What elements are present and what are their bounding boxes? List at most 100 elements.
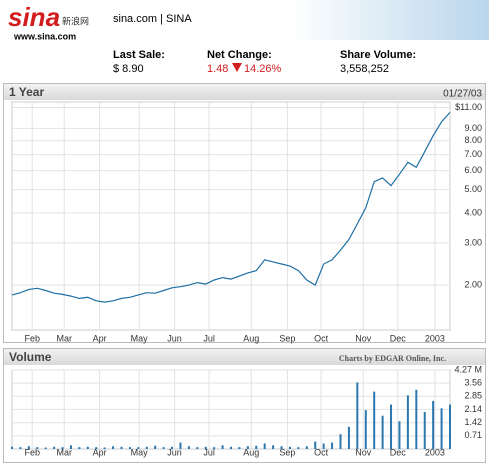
panel-header — [4, 349, 485, 365]
x-tick-label: Mar — [56, 447, 72, 457]
x-tick-label: May — [131, 333, 149, 343]
chart-date: 01/27/03 — [443, 89, 482, 100]
y-tick-label: 2.00 — [464, 279, 482, 289]
volume-bar — [112, 446, 115, 449]
volume-bar — [61, 447, 64, 449]
x-tick-label: Dec — [390, 333, 407, 343]
logo-cn: 新浪网 — [62, 15, 89, 26]
volume-bar — [86, 446, 89, 449]
x-tick-label: Jul — [203, 333, 215, 343]
x-tick-label: Feb — [24, 333, 40, 343]
volume-bar — [179, 442, 182, 449]
x-tick-label: 2003 — [425, 447, 445, 457]
volume-bar — [78, 447, 81, 449]
y-tick-label: $11.00 — [455, 102, 482, 112]
volume-bar — [19, 447, 22, 449]
x-tick-label: Feb — [24, 447, 40, 457]
volume-bar — [398, 421, 401, 449]
y-tick-label: 3.56 — [464, 378, 482, 388]
volume-bar — [263, 443, 266, 449]
volume-bar — [53, 446, 56, 449]
panel-title: 1 Year — [9, 85, 44, 99]
volume-bar — [95, 447, 98, 449]
x-tick-label: Oct — [314, 333, 329, 343]
volume-bar — [272, 445, 275, 449]
x-tick-label: Apr — [93, 447, 107, 457]
volume-bar — [364, 410, 367, 449]
volume-bar — [288, 446, 291, 449]
y-tick-label: 2.85 — [464, 391, 482, 401]
x-tick-label: Nov — [355, 447, 372, 457]
credit: Charts by EDGAR Online, Inc. — [339, 354, 446, 363]
stat-label: Share Volume: — [340, 49, 416, 61]
volume-bar — [423, 411, 426, 449]
stat-value: 3,558,252 — [340, 63, 389, 75]
stat-label: Last Sale: — [113, 49, 165, 61]
volume-bar — [162, 447, 165, 449]
y-tick-label: 4.00 — [464, 207, 482, 217]
panel-header — [4, 84, 485, 100]
volume-bar — [432, 400, 435, 449]
volume-bar — [137, 447, 140, 449]
stat-value: 1.48 — [207, 63, 228, 75]
volume-bar — [230, 446, 232, 449]
volume-bar — [339, 434, 342, 449]
volume-panel — [3, 348, 486, 463]
volume-bar — [390, 404, 393, 449]
volume-bar — [187, 446, 190, 449]
volume-bar — [128, 447, 131, 449]
volume-bar — [314, 441, 317, 449]
volume-bar — [196, 447, 199, 449]
x-tick-label: May — [131, 447, 149, 457]
header-band — [290, 0, 489, 40]
logo: sina — [8, 2, 60, 32]
volume-bar — [36, 447, 39, 449]
stat-label: Net Change: — [207, 49, 272, 61]
volume-bar — [331, 442, 334, 449]
volume-bar — [44, 447, 47, 449]
y-tick-label: 5.00 — [464, 184, 482, 194]
volume-bar — [406, 395, 409, 449]
price-line — [11, 111, 451, 303]
x-tick-label: Mar — [56, 333, 72, 343]
volume-bar — [280, 446, 283, 449]
volume-bar — [415, 389, 418, 449]
y-tick-label: 6.00 — [464, 165, 482, 175]
volume-bar — [238, 447, 241, 449]
logo-url: www.sina.com — [13, 31, 76, 41]
volume-bar — [154, 445, 157, 449]
stat-value: $ 8.90 — [113, 63, 144, 75]
symbol: sina.com | SINA — [113, 13, 192, 25]
volume-bar — [145, 446, 148, 449]
volume-bar — [255, 445, 258, 449]
volume-bar — [381, 415, 384, 449]
volume-bar — [69, 445, 72, 449]
y-tick-label: 8.00 — [464, 135, 482, 145]
volume-bar — [213, 447, 216, 449]
x-tick-label: Jun — [167, 333, 182, 343]
x-tick-label: Nov — [355, 333, 372, 343]
x-tick-label: Dec — [390, 447, 407, 457]
volume-bar — [11, 446, 13, 449]
volume-bar — [373, 391, 376, 449]
x-tick-label: 2003 — [425, 333, 445, 343]
panel-title: Volume — [9, 350, 52, 364]
volume-bar — [297, 447, 300, 449]
x-tick-label: Aug — [243, 447, 259, 457]
volume-bar — [120, 446, 123, 449]
volume-bar — [305, 446, 308, 449]
y-tick-label: 3.00 — [464, 237, 482, 247]
x-tick-label: Jun — [167, 447, 182, 457]
x-tick-label: Apr — [93, 333, 107, 343]
y-tick-label: 0.71 — [464, 430, 482, 440]
volume-bar — [440, 408, 443, 449]
x-tick-label: Sep — [279, 333, 295, 343]
stat-percent: 14.26% — [244, 63, 282, 75]
x-tick-label: Jul — [203, 447, 215, 457]
volume-bar — [449, 404, 451, 449]
y-tick-label: 7.00 — [464, 149, 482, 159]
volume-bar — [103, 447, 106, 449]
volume-bar — [347, 426, 350, 449]
volume-bar — [356, 382, 359, 449]
